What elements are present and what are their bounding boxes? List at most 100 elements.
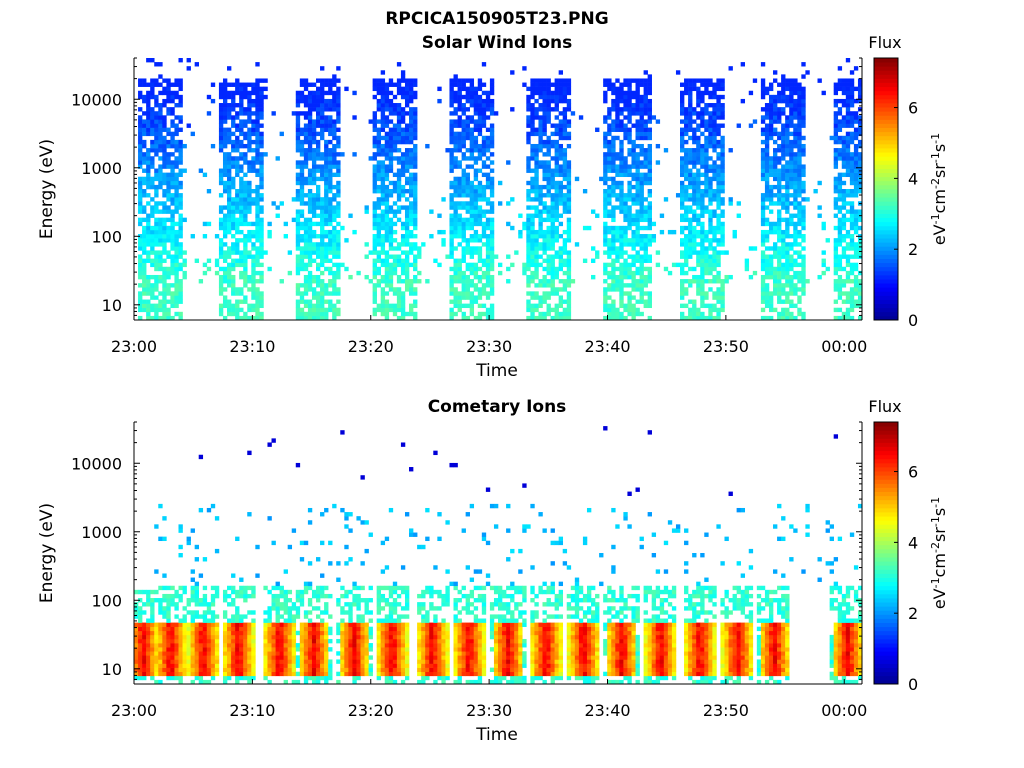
- spectrogram-cell: [170, 139, 175, 145]
- spectrogram-cell: [489, 303, 495, 309]
- spectrogram-cell: [696, 213, 701, 218]
- spectrogram-cell: [316, 119, 321, 124]
- spectrogram-cell: [546, 115, 551, 120]
- spectrogram-cell: [785, 103, 790, 108]
- spectrogram-cell: [857, 279, 863, 284]
- spectrogram-cell: [627, 205, 632, 210]
- spectrogram-cell: [295, 143, 301, 149]
- spectrogram-cell: [222, 127, 228, 132]
- spectrogram-cell: [413, 152, 418, 157]
- spectrogram-cell: [522, 262, 527, 268]
- spectrogram-cell: [307, 209, 313, 214]
- spectrogram-cell: [235, 205, 240, 210]
- spectrogram-cell: [777, 90, 782, 96]
- spectrogram-cell: [166, 209, 171, 214]
- spectrogram-cell: [174, 295, 179, 300]
- spectrogram-cell: [295, 98, 301, 104]
- spectrogram-cell: [392, 139, 398, 145]
- spectrogram-cell: [372, 311, 377, 317]
- spectrogram-cell: [857, 123, 863, 128]
- spectrogram-cell: [785, 274, 790, 280]
- spectrogram-cell: [150, 156, 155, 161]
- spectrogram-cell: [760, 193, 766, 198]
- spectrogram-cell: [857, 98, 863, 104]
- spectrogram-cell: [287, 270, 293, 276]
- spectrogram-cell: [736, 213, 741, 218]
- spectrogram-cell: [469, 164, 475, 169]
- spectrogram-cell: [465, 238, 470, 243]
- spectrogram-cell: [708, 176, 713, 182]
- spectrogram-cell: [332, 160, 337, 165]
- spectrogram-cell: [150, 115, 155, 120]
- spectrogram-cell: [781, 98, 786, 104]
- spectrogram-cell: [259, 107, 264, 112]
- spectrogram-cell: [631, 283, 636, 288]
- spectrogram-cell: [170, 143, 175, 149]
- spectrogram-cell: [413, 160, 418, 165]
- spectrogram-cell: [376, 164, 382, 169]
- spectrogram-cell: [299, 250, 305, 255]
- spectrogram-cell: [307, 197, 313, 202]
- spectrogram-cell: [611, 287, 616, 292]
- spectrogram-cell: [146, 176, 151, 182]
- spectrogram-cell: [307, 131, 313, 137]
- spectrogram-cell: [465, 315, 470, 321]
- spectrogram-cell: [162, 258, 167, 263]
- spectrogram-cell: [307, 115, 313, 120]
- spectrogram-cell: [777, 291, 782, 296]
- spectrogram-cell: [384, 184, 390, 190]
- spectrogram-cell: [473, 148, 479, 153]
- spectrogram-cell: [231, 262, 236, 268]
- spectrogram-cell: [696, 217, 701, 223]
- spectrogram-cell: [635, 307, 640, 313]
- spectrogram-cell: [303, 176, 309, 182]
- spectrogram-cell: [639, 193, 644, 198]
- spectrogram-cell: [178, 103, 183, 108]
- spectrogram-cell: [712, 135, 717, 141]
- spectrogram-cell: [542, 94, 547, 100]
- spectrogram-cell: [716, 82, 721, 87]
- spectrogram-cell: [611, 164, 616, 169]
- spectrogram-cell: [154, 258, 159, 263]
- spectrogram-cell: [538, 221, 543, 227]
- spectrogram-cell: [400, 131, 406, 137]
- spectrogram-cell: [231, 225, 236, 231]
- spectrogram-cell: [465, 217, 470, 223]
- spectrogram-cell: [413, 221, 418, 227]
- spectrogram-cell: [396, 205, 402, 210]
- spectrogram-cell: [166, 184, 171, 190]
- spectrogram-cell: [461, 86, 466, 92]
- spectrogram-cell: [720, 78, 725, 83]
- spectrogram-cell: [485, 135, 491, 141]
- spectrogram-cell: [680, 139, 685, 145]
- spectrogram-cell: [845, 168, 851, 173]
- spectrogram-cell: [320, 315, 325, 321]
- spectrogram-cell: [218, 217, 224, 223]
- spectrogram-cell: [320, 287, 325, 292]
- spectrogram-cell: [404, 279, 410, 284]
- spectrogram-cell: [218, 103, 224, 108]
- spectrogram-cell: [603, 213, 608, 218]
- spectrogram-cell: [801, 258, 806, 263]
- spectrogram-cell: [542, 315, 547, 321]
- spectrogram-cell: [566, 98, 572, 104]
- spectrogram-cell: [307, 180, 313, 186]
- spectrogram-cell: [162, 119, 167, 124]
- spectrogram-cell: [299, 98, 305, 104]
- spectrogram-cell: [303, 86, 309, 92]
- spectrogram-cell: [489, 291, 495, 296]
- spectrogram-cell: [603, 90, 608, 96]
- spectrogram-cell: [449, 274, 454, 280]
- spectrogram-cell: [400, 127, 406, 132]
- spectrogram-cell: [688, 250, 693, 255]
- spectrogram-cell: [243, 242, 248, 247]
- spectrogram-cell: [526, 221, 531, 227]
- spectrogram-cell: [534, 86, 539, 92]
- spectrogram-cell: [311, 242, 317, 247]
- spectrogram-cell: [627, 148, 632, 153]
- spectrogram-cell: [768, 82, 774, 87]
- spectrogram-cell: [307, 315, 313, 321]
- spectrogram-cell: [413, 90, 418, 96]
- spectrogram-cell: [716, 205, 721, 210]
- spectrogram-cell: [542, 184, 547, 190]
